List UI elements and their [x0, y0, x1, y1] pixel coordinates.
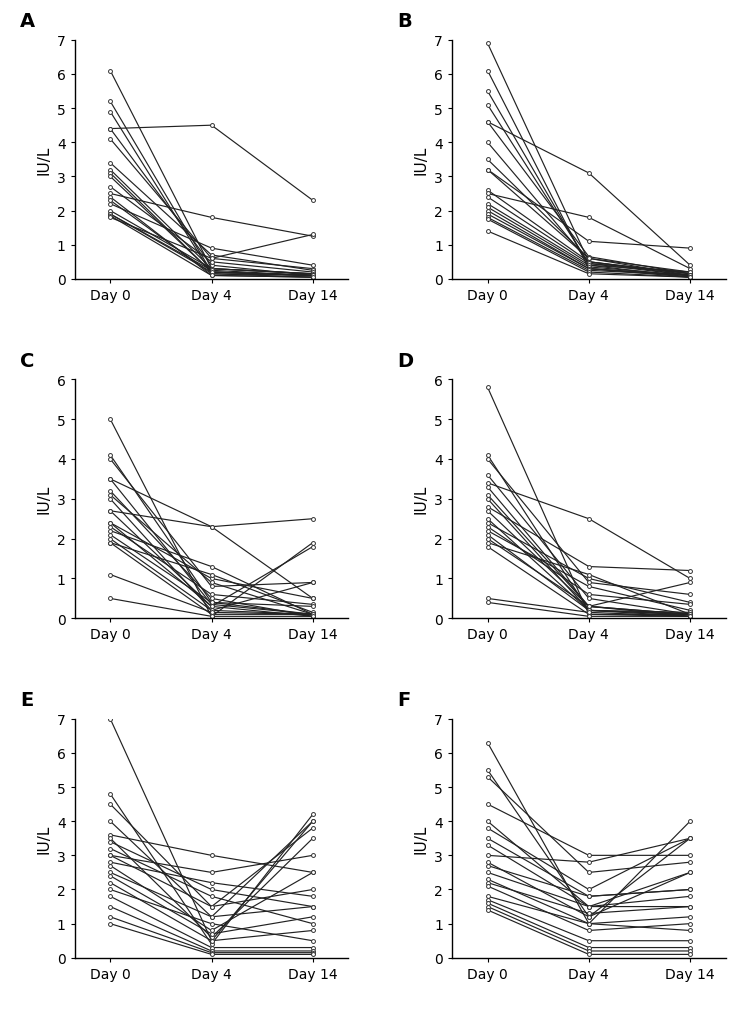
Text: B: B — [397, 12, 412, 32]
Text: D: D — [397, 352, 414, 370]
Text: F: F — [397, 691, 411, 709]
Text: A: A — [20, 12, 35, 32]
Y-axis label: IU/L: IU/L — [414, 485, 429, 514]
Y-axis label: IU/L: IU/L — [414, 146, 429, 175]
Y-axis label: IU/L: IU/L — [37, 485, 52, 514]
Y-axis label: IU/L: IU/L — [37, 823, 52, 853]
Y-axis label: IU/L: IU/L — [37, 146, 52, 175]
Text: C: C — [20, 352, 34, 370]
Y-axis label: IU/L: IU/L — [414, 823, 429, 853]
Text: E: E — [20, 691, 34, 709]
